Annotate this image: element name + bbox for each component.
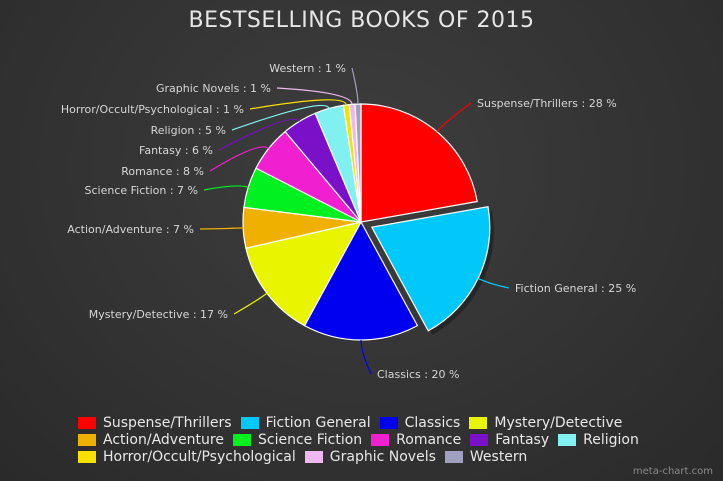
legend-label: Horror/Occult/Psychological <box>103 448 296 465</box>
slice-label-mystery-detective: Mystery/Detective : 17 % <box>89 308 228 321</box>
legend-label: Graphic Novels <box>329 448 436 465</box>
pie-slice-suspense-thrillers <box>360 103 478 223</box>
slice-label-religion: Religion : 5 % <box>151 124 226 137</box>
leader-line <box>233 292 268 315</box>
slice-label-horror-occult-psychological: Horror/Occult/Psychological : 1 % <box>61 103 244 116</box>
legend-label: Western <box>469 448 528 465</box>
legend-item-action-adventure: Action/Adventure <box>78 431 224 448</box>
legend-swatch <box>469 416 488 429</box>
leader-line <box>209 146 270 172</box>
slice-label-romance: Romance : 8 % <box>121 165 204 178</box>
legend-swatch <box>379 416 398 429</box>
slice-label-fantasy: Fantasy : 6 % <box>139 144 213 157</box>
legend-swatch <box>232 433 251 446</box>
legend-item-western: Western <box>444 448 528 465</box>
legend-label: Romance <box>396 431 462 448</box>
legend-item-graphic-novels: Graphic Novels <box>304 448 436 465</box>
legend-label: Fantasy <box>495 431 550 448</box>
slice-label-graphic-novels: Graphic Novels : 1 % <box>156 82 271 95</box>
pie-slice-fiction-general <box>370 206 491 332</box>
legend-item-religion: Religion <box>558 431 639 448</box>
slice-label-science-fiction: Science Fiction : 7 % <box>85 184 199 197</box>
legend-label: Religion <box>583 431 639 448</box>
legend-swatch <box>78 433 96 446</box>
leader-line <box>477 277 510 289</box>
legend-swatch <box>78 416 96 429</box>
legend-item-fantasy: Fantasy <box>470 431 549 448</box>
pie-slice-western <box>354 103 362 223</box>
legend-label: Mystery/Detective <box>494 414 623 431</box>
legend-swatch <box>78 450 96 463</box>
pie-slice-mystery-detective <box>245 221 363 327</box>
legend-swatch <box>558 433 577 446</box>
chart-title: BESTSELLING BOOKS OF 2015 <box>188 8 535 33</box>
footer-credit: meta-chart.com <box>632 466 713 477</box>
legend-item-horror-occult-psychological: Horror/Occult/Psychological <box>78 448 296 465</box>
legend-label: Classics <box>404 414 461 431</box>
leader-line <box>203 185 249 191</box>
legend-item-science-fiction: Science Fiction <box>232 431 363 448</box>
leader-line <box>360 339 372 375</box>
legend-label: Science Fiction <box>257 431 363 448</box>
chart-legend: Suspense/Thrillers Fiction General Classic… <box>78 414 698 465</box>
legend-label: Fiction General <box>265 414 371 431</box>
legend-item-classics: Classics <box>379 414 461 431</box>
pie-slice-classics <box>303 220 419 341</box>
legend-item-mystery-detective: Mystery/Detective <box>469 414 622 431</box>
legend-item-fiction-general: Fiction General <box>240 414 371 431</box>
leader-line <box>199 227 244 230</box>
slice-label-suspense-thrillers: Suspense/Thrillers : 28 % <box>477 97 617 110</box>
legend-item-romance: Romance <box>371 431 461 448</box>
slice-label-western: Western : 1 % <box>269 62 346 75</box>
legend-swatch <box>444 450 463 463</box>
legend-swatch <box>371 433 390 446</box>
slice-label-action-adventure: Action/Adventure : 7 % <box>67 223 194 236</box>
legend-label: Suspense/Thrillers <box>103 414 232 431</box>
leader-line <box>276 87 353 105</box>
pie-chart: Suspense/Thrillers : 28 % Fiction General… <box>61 62 636 381</box>
leader-line <box>218 118 300 151</box>
legend-item-suspense-thrillers: Suspense/Thrillers <box>78 414 232 431</box>
legend-swatch <box>304 450 323 463</box>
legend-swatch <box>240 416 259 429</box>
leader-line <box>351 67 359 105</box>
slice-label-fiction-general: Fiction General : 25 % <box>515 282 636 295</box>
leader-line <box>436 102 472 132</box>
slice-label-classics: Classics : 20 % <box>377 368 459 381</box>
legend-swatch <box>470 433 489 446</box>
leader-line <box>249 99 347 110</box>
leader-line <box>231 104 330 131</box>
legend-label: Action/Adventure <box>103 431 224 448</box>
